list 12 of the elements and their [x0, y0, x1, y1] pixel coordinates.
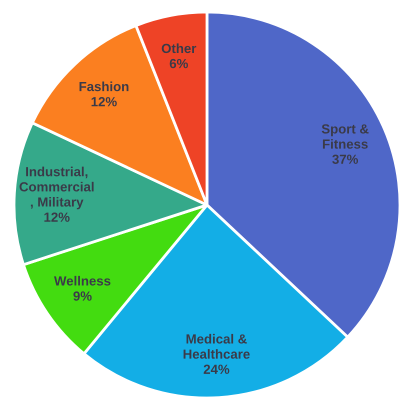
- slice-label: Fashion: [80, 82, 128, 92]
- data-label: 9%: [73, 291, 92, 301]
- slice-label: Wellness: [54, 276, 110, 286]
- slice-label: Other: [162, 43, 196, 54]
- data-label: 24%: [204, 364, 230, 374]
- data-label: 37%: [332, 154, 358, 164]
- slice-label: Industrial, Commercial , Military: [20, 166, 94, 210]
- data-label: 6%: [170, 58, 188, 68]
- slice-label: Sport & Fitness: [322, 124, 369, 149]
- data-label: 12%: [92, 97, 117, 106]
- data-label: 12%: [44, 212, 70, 222]
- slice-label: Medical & Healthcare: [184, 334, 250, 359]
